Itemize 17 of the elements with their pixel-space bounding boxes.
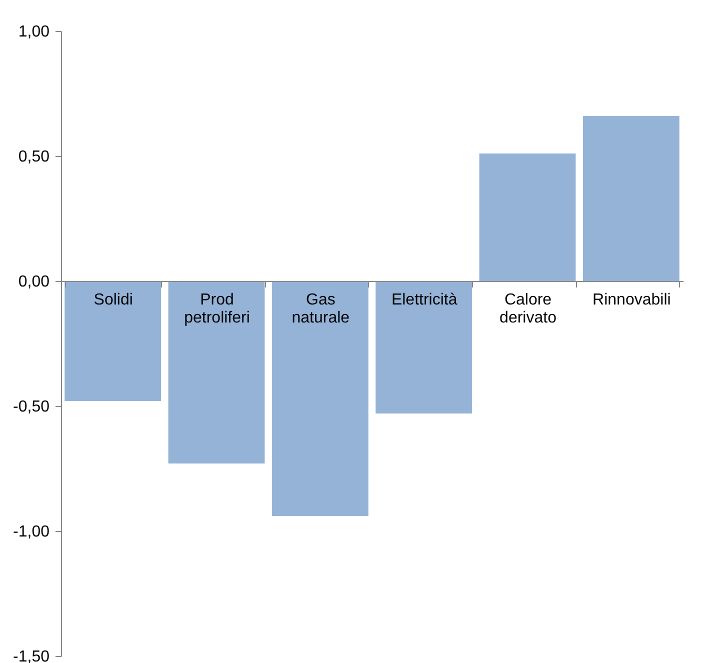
x-tick-label: Gas naturale xyxy=(292,292,350,326)
y-tick-label: -1,00 xyxy=(13,524,50,540)
x-tick-label: Solidi xyxy=(94,292,133,308)
bar xyxy=(376,281,472,414)
bar xyxy=(479,154,576,281)
y-tick-label: 0,50 xyxy=(18,148,50,166)
x-tick-label: Calore derivato xyxy=(500,292,557,326)
y-tick-label: -0,50 xyxy=(13,398,50,416)
x-tick-label: Elettricità xyxy=(391,292,458,308)
bar xyxy=(582,116,680,281)
y-tick-label: 1,00 xyxy=(18,24,50,40)
bar xyxy=(272,281,368,516)
x-tick-label: Rinnovabili xyxy=(592,292,671,308)
bar xyxy=(168,281,265,464)
bar xyxy=(64,281,162,401)
y-tick-label: 0,00 xyxy=(18,274,50,290)
x-tick-label: Prod petroliferi xyxy=(184,292,250,326)
